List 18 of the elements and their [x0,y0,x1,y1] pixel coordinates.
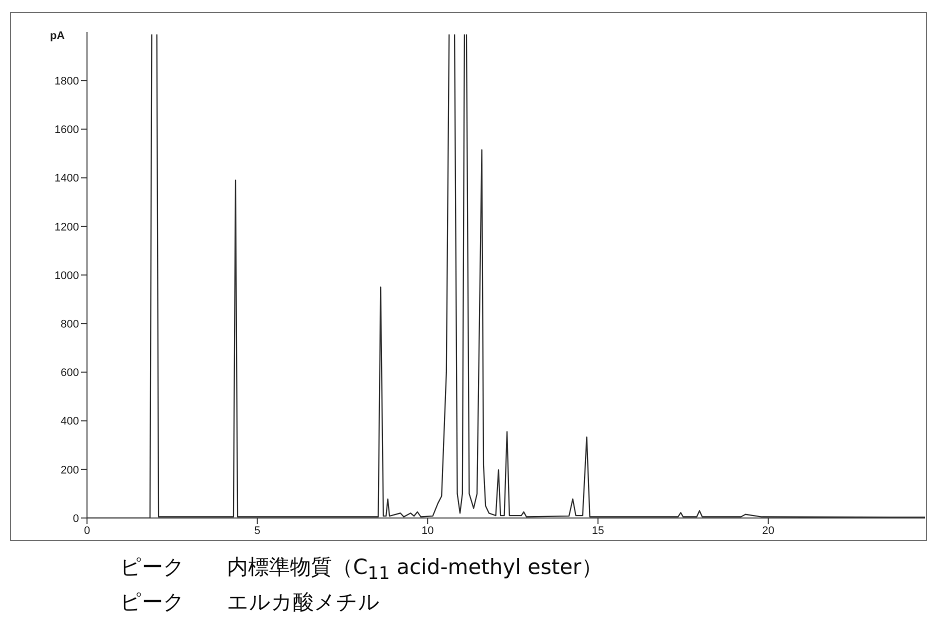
x-tick-label: 20 [762,524,774,537]
y-tick-label: 1600 [54,124,79,136]
y-tick-label: 1400 [54,172,79,185]
y-tick-label: 400 [60,416,79,428]
y-tick-label: 1200 [54,221,79,234]
y-tick-label: 1800 [54,76,79,88]
x-tick-label: 15 [592,524,604,537]
x-tick-label: 5 [254,524,260,537]
y-tick-label: 200 [60,464,79,476]
y-tick-label: 600 [60,367,79,380]
y-tick-label: 1000 [54,270,79,282]
y-tick-label: 0 [72,512,79,525]
x-tick-label: 10 [422,524,434,537]
x-tick-label: 0 [84,524,90,537]
text: ピーク エルカ酸メチル [120,589,380,616]
text: ピーク 内標準物質（C$_{11}$ acid-methyl ester） [120,554,602,584]
y-axis-title: pA [50,30,65,42]
y-tick-label: 800 [60,318,79,331]
